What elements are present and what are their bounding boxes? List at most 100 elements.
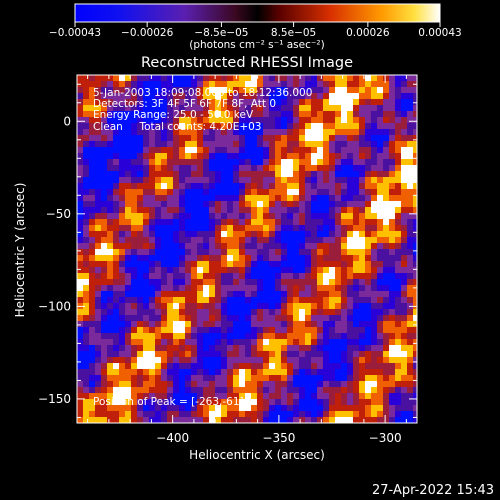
heatmap-cell (251, 333, 257, 339)
heatmap-cell (401, 183, 407, 189)
heatmap-cell (239, 87, 245, 93)
heatmap-cell (305, 261, 311, 267)
heatmap-cell (179, 165, 185, 171)
heatmap-cell (341, 213, 347, 219)
heatmap-cell (317, 291, 323, 297)
heatmap-cell (143, 111, 149, 117)
heatmap-cell (263, 393, 269, 399)
heatmap-cell (233, 147, 239, 153)
heatmap-cell (95, 405, 101, 411)
heatmap-cell (293, 171, 299, 177)
heatmap-cell (125, 381, 131, 387)
heatmap-cell (107, 255, 113, 261)
heatmap-cell (179, 297, 185, 303)
heatmap-cell (143, 381, 149, 387)
heatmap-cell (347, 369, 353, 375)
heatmap-cell (137, 159, 143, 165)
heatmap-cell (203, 303, 209, 309)
heatmap-cell (263, 225, 269, 231)
heatmap-cell (173, 333, 179, 339)
heatmap-cell (305, 321, 311, 327)
heatmap-cell (83, 105, 89, 111)
heatmap-cell (215, 123, 221, 129)
heatmap-cell (389, 81, 395, 87)
heatmap-cell (401, 387, 407, 393)
heatmap-cell (227, 279, 233, 285)
heatmap-cell (215, 189, 221, 195)
heatmap-cell (173, 303, 179, 309)
heatmap-cell (107, 291, 113, 297)
heatmap-cell (383, 87, 389, 93)
heatmap-cell (377, 333, 383, 339)
heatmap-cell (119, 345, 125, 351)
heatmap-cell (137, 183, 143, 189)
heatmap-cell (221, 129, 227, 135)
heatmap-cell (311, 399, 317, 405)
heatmap-cell (137, 339, 143, 345)
heatmap-cell (185, 255, 191, 261)
heatmap-cell (257, 285, 263, 291)
heatmap-cell (365, 129, 371, 135)
heatmap-cell (329, 309, 335, 315)
heatmap-cell (245, 123, 251, 129)
heatmap-cell (137, 147, 143, 153)
heatmap-cell (311, 81, 317, 87)
heatmap-cell (119, 105, 125, 111)
heatmap-cell (131, 297, 137, 303)
heatmap-cell (95, 135, 101, 141)
heatmap-cell (227, 285, 233, 291)
heatmap-cell (131, 405, 137, 411)
heatmap-cell (251, 213, 257, 219)
heatmap-cell (329, 273, 335, 279)
heatmap-cell (407, 141, 413, 147)
heatmap-cell (293, 123, 299, 129)
heatmap-cell (347, 315, 353, 321)
heatmap-cell (275, 75, 281, 81)
heatmap-cell (143, 411, 149, 417)
heatmap-cell (245, 405, 251, 411)
heatmap-cell (257, 87, 263, 93)
heatmap-cell (113, 123, 119, 129)
heatmap-cell (341, 387, 347, 393)
heatmap-cell (107, 183, 113, 189)
heatmap-cell (245, 165, 251, 171)
heatmap-cell (323, 141, 329, 147)
heatmap-cell (251, 99, 257, 105)
heatmap-cell (203, 147, 209, 153)
heatmap-cell (323, 177, 329, 183)
heatmap-cell (95, 189, 101, 195)
heatmap-cell (119, 381, 125, 387)
heatmap-cell (305, 369, 311, 375)
heatmap-cell (119, 267, 125, 273)
heatmap-cell (347, 123, 353, 129)
heatmap-cell (317, 195, 323, 201)
heatmap-cell (365, 417, 371, 423)
heatmap-cell (209, 345, 215, 351)
heatmap-cell (149, 411, 155, 417)
heatmap-cell (137, 381, 143, 387)
heatmap-cell (359, 255, 365, 261)
heatmap-cell (197, 291, 203, 297)
heatmap-cell (221, 123, 227, 129)
heatmap-cell (83, 315, 89, 321)
heatmap-cell (107, 171, 113, 177)
heatmap-cell (83, 87, 89, 93)
heatmap-cell (407, 111, 413, 117)
heatmap-cell (365, 177, 371, 183)
heatmap-cell (305, 243, 311, 249)
heatmap-cell (353, 153, 359, 159)
heatmap-cell (353, 231, 359, 237)
heatmap-cell (203, 237, 209, 243)
heatmap-cell (251, 363, 257, 369)
heatmap-cell (209, 411, 215, 417)
heatmap-cell (359, 285, 365, 291)
heatmap-cell (185, 147, 191, 153)
heatmap-cell (197, 87, 203, 93)
heatmap-cell (77, 273, 83, 279)
heatmap-cell (323, 135, 329, 141)
heatmap-cell (77, 195, 83, 201)
heatmap-cell (119, 351, 125, 357)
heatmap-cell (257, 183, 263, 189)
heatmap-cell (113, 249, 119, 255)
heatmap-cell (137, 165, 143, 171)
